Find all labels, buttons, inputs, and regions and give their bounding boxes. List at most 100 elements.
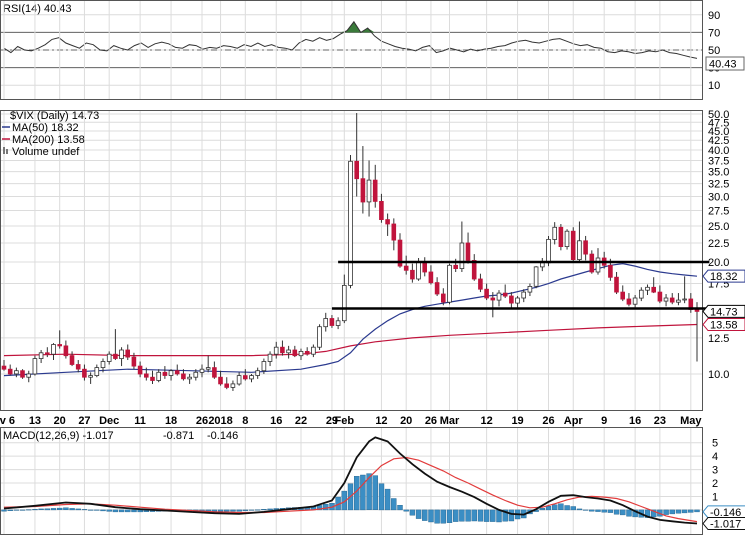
candle [230,380,236,391]
candle [51,343,56,361]
price-right-label-text: 18.32 [710,271,738,283]
candle-body-down [509,295,514,304]
macd-histogram-bar [681,509,688,514]
price-right-label-text: 13.58 [710,320,738,332]
macd-histogram-bar [248,509,255,511]
candle [626,293,632,307]
candle-body-up [156,371,162,381]
candle-body-down [304,350,310,355]
candle [20,369,25,379]
candle-body-down [484,288,489,299]
price-y-tick-label: 10.0 [708,369,729,381]
macd-right-label: -0.146 [702,505,745,519]
macd-histogram-bar [57,507,63,511]
candle [187,373,192,384]
candle [694,302,700,362]
candle-body-up [564,230,570,247]
price-y-tick-label: 32.5 [708,179,729,191]
macd-histogram-bar [601,509,607,513]
macd-histogram-bar [378,483,385,511]
candle [168,369,174,381]
candle-body-up [632,297,638,305]
candle [119,347,124,367]
macd-histogram-bar [1,509,7,512]
candle [82,364,87,381]
macd-histogram-bar [254,509,261,511]
x-tick-label: Feb [335,415,355,427]
candle-body-up [119,349,124,360]
candle-body-down [224,383,230,388]
candle [570,227,576,262]
macd-histogram-bar [663,509,669,515]
candle-body-up [527,285,533,293]
macd-right-labels: -0.146-1.017 [702,505,745,531]
candle [143,367,149,381]
rsi-y-ticks: 9070503010 [708,10,720,92]
macd-histogram-bar [13,509,20,511]
candle-body-down [558,226,564,248]
macd-y-tick-label: 3 [712,465,718,477]
macd-histogram-bar [50,508,57,511]
macd-histogram-bar [613,509,620,515]
candle [657,285,663,304]
legend-volume: Volume undef [12,146,80,158]
macd-histogram-bar [19,509,26,511]
candle-body-down [82,368,87,378]
x-tick-label: 26 [425,415,437,427]
price-y-tick-label: 27.5 [708,206,729,218]
macd-histogram-bar [471,509,477,522]
candle [113,329,118,361]
candle [471,254,477,281]
candle [304,347,310,356]
candle [38,349,44,364]
macd-histogram-bar [434,509,440,524]
candle [348,154,353,289]
candle [242,369,248,381]
candle-body-up [255,370,261,376]
x-tick-label: 12 [375,415,387,427]
macd-histogram-bar [397,505,403,511]
candle [688,293,694,313]
macd-histogram-bar [372,475,378,511]
candle-body-down [181,373,186,380]
macd-y-tick-label: 5 [712,438,718,450]
candle-body-up [32,358,38,375]
candle-body-down [162,371,168,376]
macd-histogram-bar [236,509,242,512]
candle-body-up [366,179,372,203]
candle [527,283,533,297]
candle-body-up [533,266,539,287]
candle [224,377,230,390]
candle [434,277,440,297]
rsi-title: RSI(14) 40.43 [3,3,71,15]
candle [366,160,372,217]
candle-body-down [69,355,75,365]
candle-body-down [372,179,378,202]
candle-body-up [261,361,267,372]
candle-body-down [403,265,409,271]
candle-body-up [552,226,557,240]
candle [162,366,168,379]
macd-histogram-bar [118,509,125,513]
candle [651,277,656,294]
candle [521,289,526,303]
candle-body-down [694,309,700,312]
candle-body-up [267,353,273,362]
candle [273,341,279,359]
macd-histogram-bar [607,509,614,513]
price-y-tick-label: 22.5 [708,238,729,250]
candle [7,364,13,376]
macd-histogram-bar [539,508,545,511]
candle-body-up [663,297,669,302]
candle [100,358,106,373]
candle-body-down [620,291,625,300]
candle-body-up [459,242,465,270]
candle [428,265,434,285]
candle-body-up [106,353,112,362]
candle [354,113,359,197]
candle [515,296,520,308]
candle [478,273,483,293]
macd-histogram-bar [261,509,267,511]
macd-panel: 543210 -0.146-1.017 MACD(12,26,9) -1.017… [0,427,745,535]
ma200-line [3,323,698,357]
